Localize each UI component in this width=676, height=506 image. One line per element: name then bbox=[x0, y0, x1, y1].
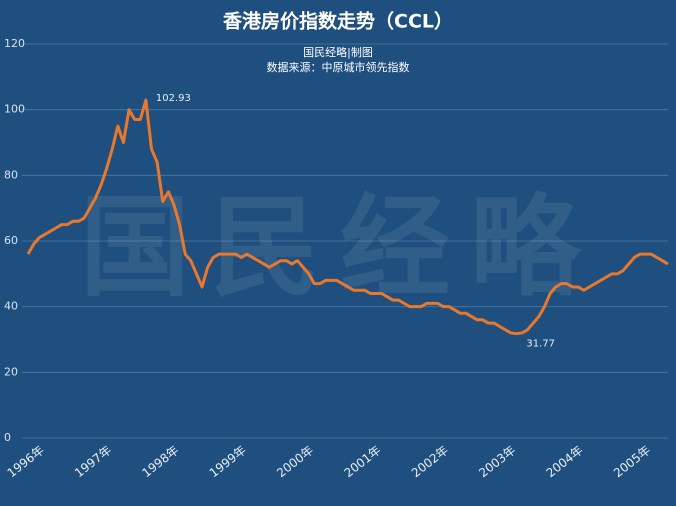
chart-title: 香港房价指数走势（CCL） bbox=[222, 10, 453, 33]
y-tick-label: 40 bbox=[4, 300, 18, 313]
y-tick-label: 120 bbox=[4, 37, 25, 50]
y-tick-label: 100 bbox=[4, 103, 25, 116]
y-tick-label: 60 bbox=[4, 234, 18, 247]
data-label: 31.77 bbox=[526, 339, 555, 350]
watermark: 国民经略 bbox=[80, 183, 600, 311]
y-tick-label: 80 bbox=[4, 168, 18, 181]
y-tick-label: 20 bbox=[4, 365, 18, 378]
chart-subtitle: 数据来源：中原城市领先指数 bbox=[267, 60, 410, 74]
series-line bbox=[26, 98, 669, 336]
y-tick-label: 0 bbox=[4, 431, 11, 444]
chart-subtitle: 国民经略|制图 bbox=[303, 45, 373, 59]
data-label: 102.93 bbox=[156, 93, 191, 104]
